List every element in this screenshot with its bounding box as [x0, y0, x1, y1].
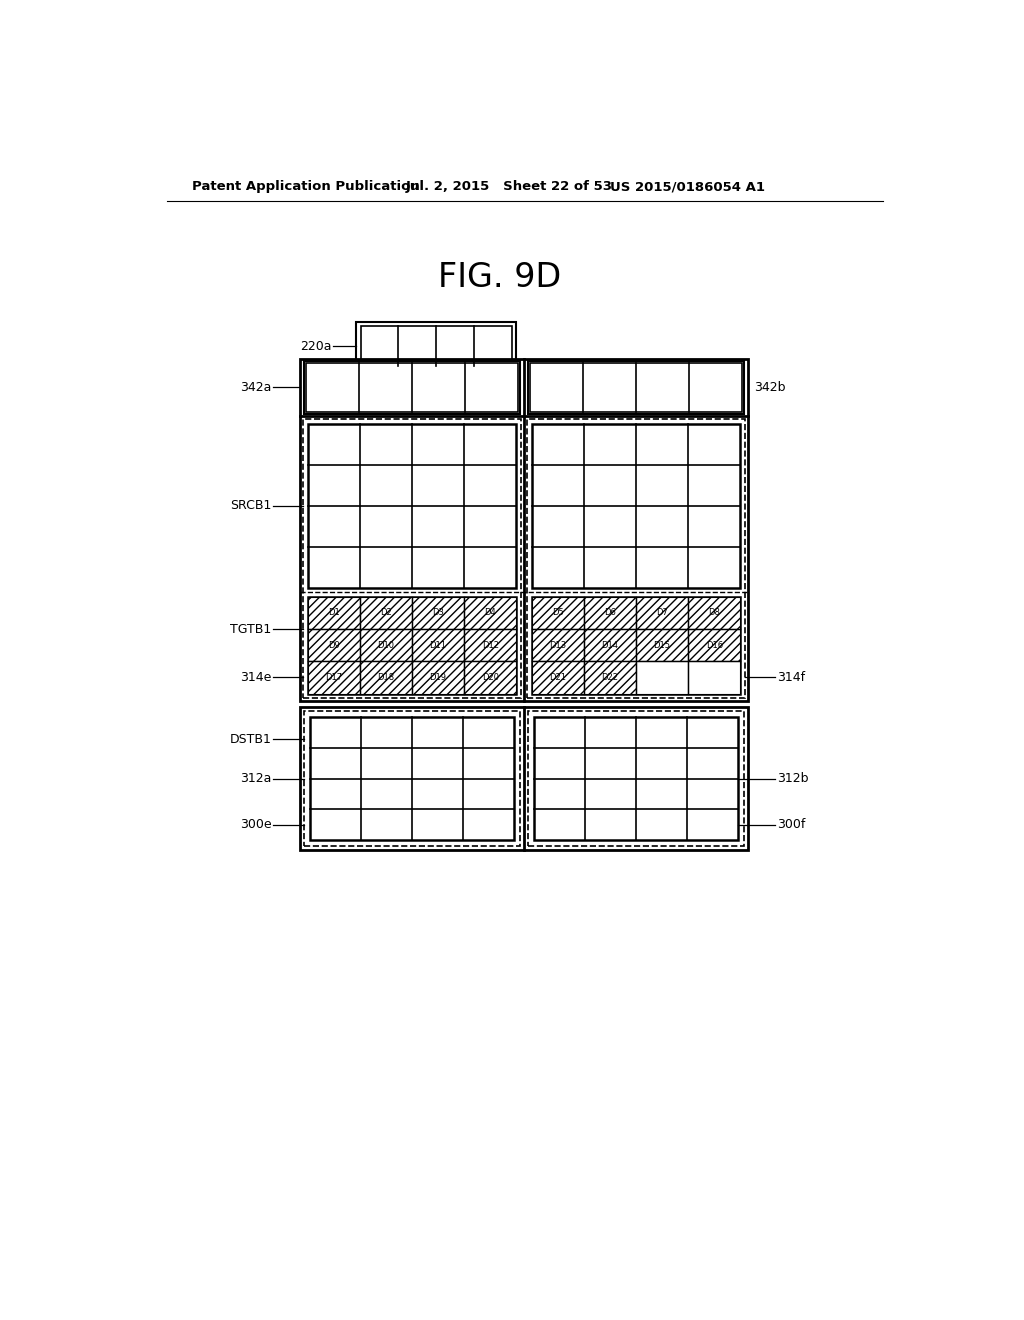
Text: D21: D21	[549, 673, 566, 682]
Bar	[412, 597, 464, 630]
Bar	[308, 597, 516, 693]
Bar	[688, 661, 740, 693]
Text: D5: D5	[552, 609, 563, 618]
Text: D1: D1	[328, 609, 340, 618]
Text: D22: D22	[601, 673, 618, 682]
Text: SRCB1: SRCB1	[230, 499, 271, 512]
Text: 314f: 314f	[777, 671, 806, 684]
Text: 312a: 312a	[240, 772, 271, 785]
Text: D14: D14	[601, 640, 618, 649]
Text: D3: D3	[432, 609, 444, 618]
Text: 314e: 314e	[240, 671, 271, 684]
Text: D9: D9	[328, 640, 340, 649]
Text: D16: D16	[706, 640, 723, 649]
Bar	[636, 630, 688, 661]
Text: D6: D6	[604, 609, 615, 618]
Bar	[528, 360, 744, 414]
Text: FIG. 9D: FIG. 9D	[438, 261, 561, 294]
Bar	[530, 363, 741, 412]
Text: D2: D2	[380, 609, 392, 618]
Text: D18: D18	[378, 673, 394, 682]
Bar	[636, 597, 688, 630]
Text: D15: D15	[653, 640, 671, 649]
Bar	[308, 661, 359, 693]
Bar	[300, 708, 748, 850]
Bar	[535, 718, 738, 840]
Bar	[531, 597, 740, 693]
Bar	[303, 420, 521, 698]
Bar	[300, 359, 748, 701]
Text: D4: D4	[484, 609, 496, 618]
Text: D11: D11	[430, 640, 446, 649]
Bar	[527, 420, 744, 698]
Bar	[310, 718, 514, 840]
Text: US 2015/0186054 A1: US 2015/0186054 A1	[610, 181, 765, 194]
Text: DSTB1: DSTB1	[229, 733, 271, 746]
Text: 312b: 312b	[777, 772, 809, 785]
Text: Jul. 2, 2015   Sheet 22 of 53: Jul. 2, 2015 Sheet 22 of 53	[406, 181, 612, 194]
Bar	[531, 424, 740, 587]
Text: D12: D12	[481, 640, 499, 649]
Bar	[359, 661, 412, 693]
Bar	[304, 360, 520, 414]
Text: 342b: 342b	[755, 381, 785, 393]
Bar	[528, 711, 744, 846]
Bar	[308, 597, 359, 630]
Bar	[584, 597, 636, 630]
Text: 342a: 342a	[240, 381, 271, 393]
Bar	[359, 597, 412, 630]
Bar	[304, 711, 520, 846]
Text: D17: D17	[326, 673, 342, 682]
Bar	[308, 424, 516, 587]
Bar	[359, 630, 412, 661]
Text: D19: D19	[430, 673, 446, 682]
Bar	[308, 630, 359, 661]
Bar	[584, 630, 636, 661]
Text: D20: D20	[481, 673, 499, 682]
Text: D7: D7	[656, 609, 668, 618]
Bar	[531, 661, 584, 693]
Text: D13: D13	[549, 640, 566, 649]
Text: TGTB1: TGTB1	[230, 623, 271, 636]
Bar	[636, 661, 688, 693]
Bar	[464, 597, 516, 630]
Bar	[584, 661, 636, 693]
Text: Patent Application Publication: Patent Application Publication	[191, 181, 419, 194]
Bar	[531, 630, 584, 661]
Bar	[688, 630, 740, 661]
Bar	[412, 661, 464, 693]
Bar	[688, 597, 740, 630]
Bar	[356, 322, 516, 371]
Text: D10: D10	[378, 640, 394, 649]
Text: 300e: 300e	[240, 818, 271, 832]
Bar	[531, 597, 584, 630]
Bar	[464, 630, 516, 661]
Text: D8: D8	[709, 609, 720, 618]
Text: 220a: 220a	[300, 339, 332, 352]
Bar	[464, 661, 516, 693]
Bar	[306, 363, 518, 412]
Bar	[360, 326, 512, 367]
Text: 300f: 300f	[777, 818, 806, 832]
Bar	[412, 630, 464, 661]
